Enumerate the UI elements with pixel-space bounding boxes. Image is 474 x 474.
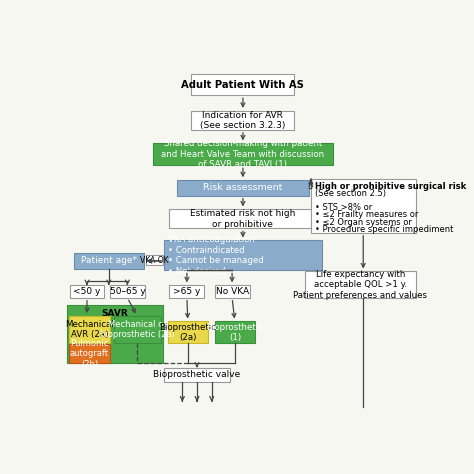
- FancyBboxPatch shape: [215, 321, 255, 343]
- FancyBboxPatch shape: [114, 316, 161, 343]
- FancyBboxPatch shape: [215, 285, 249, 298]
- FancyBboxPatch shape: [69, 316, 109, 343]
- Text: • STS >8% or: • STS >8% or: [315, 203, 372, 212]
- FancyBboxPatch shape: [169, 285, 204, 298]
- Text: Adult Patient With AS: Adult Patient With AS: [182, 80, 304, 90]
- Text: No VKA: No VKA: [216, 287, 249, 296]
- Text: • Procedure specific impediment: • Procedure specific impediment: [315, 225, 453, 234]
- Text: Shared decision-making with patient
and Heart Valve Team with discussion
of SAVR: Shared decision-making with patient and …: [161, 139, 325, 169]
- FancyBboxPatch shape: [305, 272, 416, 298]
- FancyBboxPatch shape: [311, 179, 416, 233]
- Text: Bioprosthetic
(1): Bioprosthetic (1): [206, 323, 263, 342]
- Text: Mechanical
AVR (2a): Mechanical AVR (2a): [65, 320, 114, 339]
- Text: Mechanical or
bioprosthetic (2a): Mechanical or bioprosthetic (2a): [100, 320, 174, 339]
- Text: High or prohibitive surgical risk: High or prohibitive surgical risk: [315, 182, 466, 191]
- FancyBboxPatch shape: [70, 285, 104, 298]
- Text: 50–65 y: 50–65 y: [109, 287, 145, 296]
- Text: Bioprosthetic valve: Bioprosthetic valve: [154, 370, 241, 379]
- Text: <50 y: <50 y: [73, 287, 100, 296]
- FancyBboxPatch shape: [191, 74, 294, 95]
- Text: Patient age*: Patient age*: [81, 256, 137, 265]
- Text: Pulmonic
autograft
(2b): Pulmonic autograft (2b): [70, 339, 109, 369]
- Text: SAVR: SAVR: [102, 310, 128, 319]
- Text: Bioprosthetic
(2a): Bioprosthetic (2a): [159, 323, 216, 342]
- Text: Indication for AVR
(See section 3.2.3): Indication for AVR (See section 3.2.3): [200, 111, 286, 130]
- FancyBboxPatch shape: [67, 305, 163, 364]
- FancyBboxPatch shape: [146, 255, 163, 265]
- FancyBboxPatch shape: [153, 143, 333, 165]
- FancyBboxPatch shape: [110, 285, 145, 298]
- Text: Life expectancy with
acceptable QOL >1 y.
Patient preferences and values: Life expectancy with acceptable QOL >1 y…: [293, 270, 428, 300]
- FancyBboxPatch shape: [168, 321, 208, 343]
- FancyBboxPatch shape: [164, 240, 322, 270]
- FancyBboxPatch shape: [164, 368, 230, 382]
- Text: Risk assessment: Risk assessment: [203, 183, 283, 192]
- Text: VKA OK: VKA OK: [140, 255, 169, 264]
- FancyBboxPatch shape: [177, 180, 309, 196]
- FancyBboxPatch shape: [74, 253, 144, 269]
- Text: • ≤2 Frailty measures or: • ≤2 Frailty measures or: [315, 210, 418, 219]
- Text: VKA anticoagulation
• Contraindicated
• Cannot be managed
• Not desired: VKA anticoagulation • Contraindicated • …: [168, 235, 264, 275]
- Text: Estimated risk not high
or prohibitive: Estimated risk not high or prohibitive: [190, 209, 296, 228]
- FancyBboxPatch shape: [69, 345, 109, 364]
- FancyBboxPatch shape: [169, 210, 316, 228]
- Text: >65 y: >65 y: [173, 287, 201, 296]
- Text: • ≤2 Organ systems or: • ≤2 Organ systems or: [315, 218, 411, 227]
- Text: (See section 2.5): (See section 2.5): [315, 189, 385, 198]
- FancyBboxPatch shape: [191, 111, 294, 130]
